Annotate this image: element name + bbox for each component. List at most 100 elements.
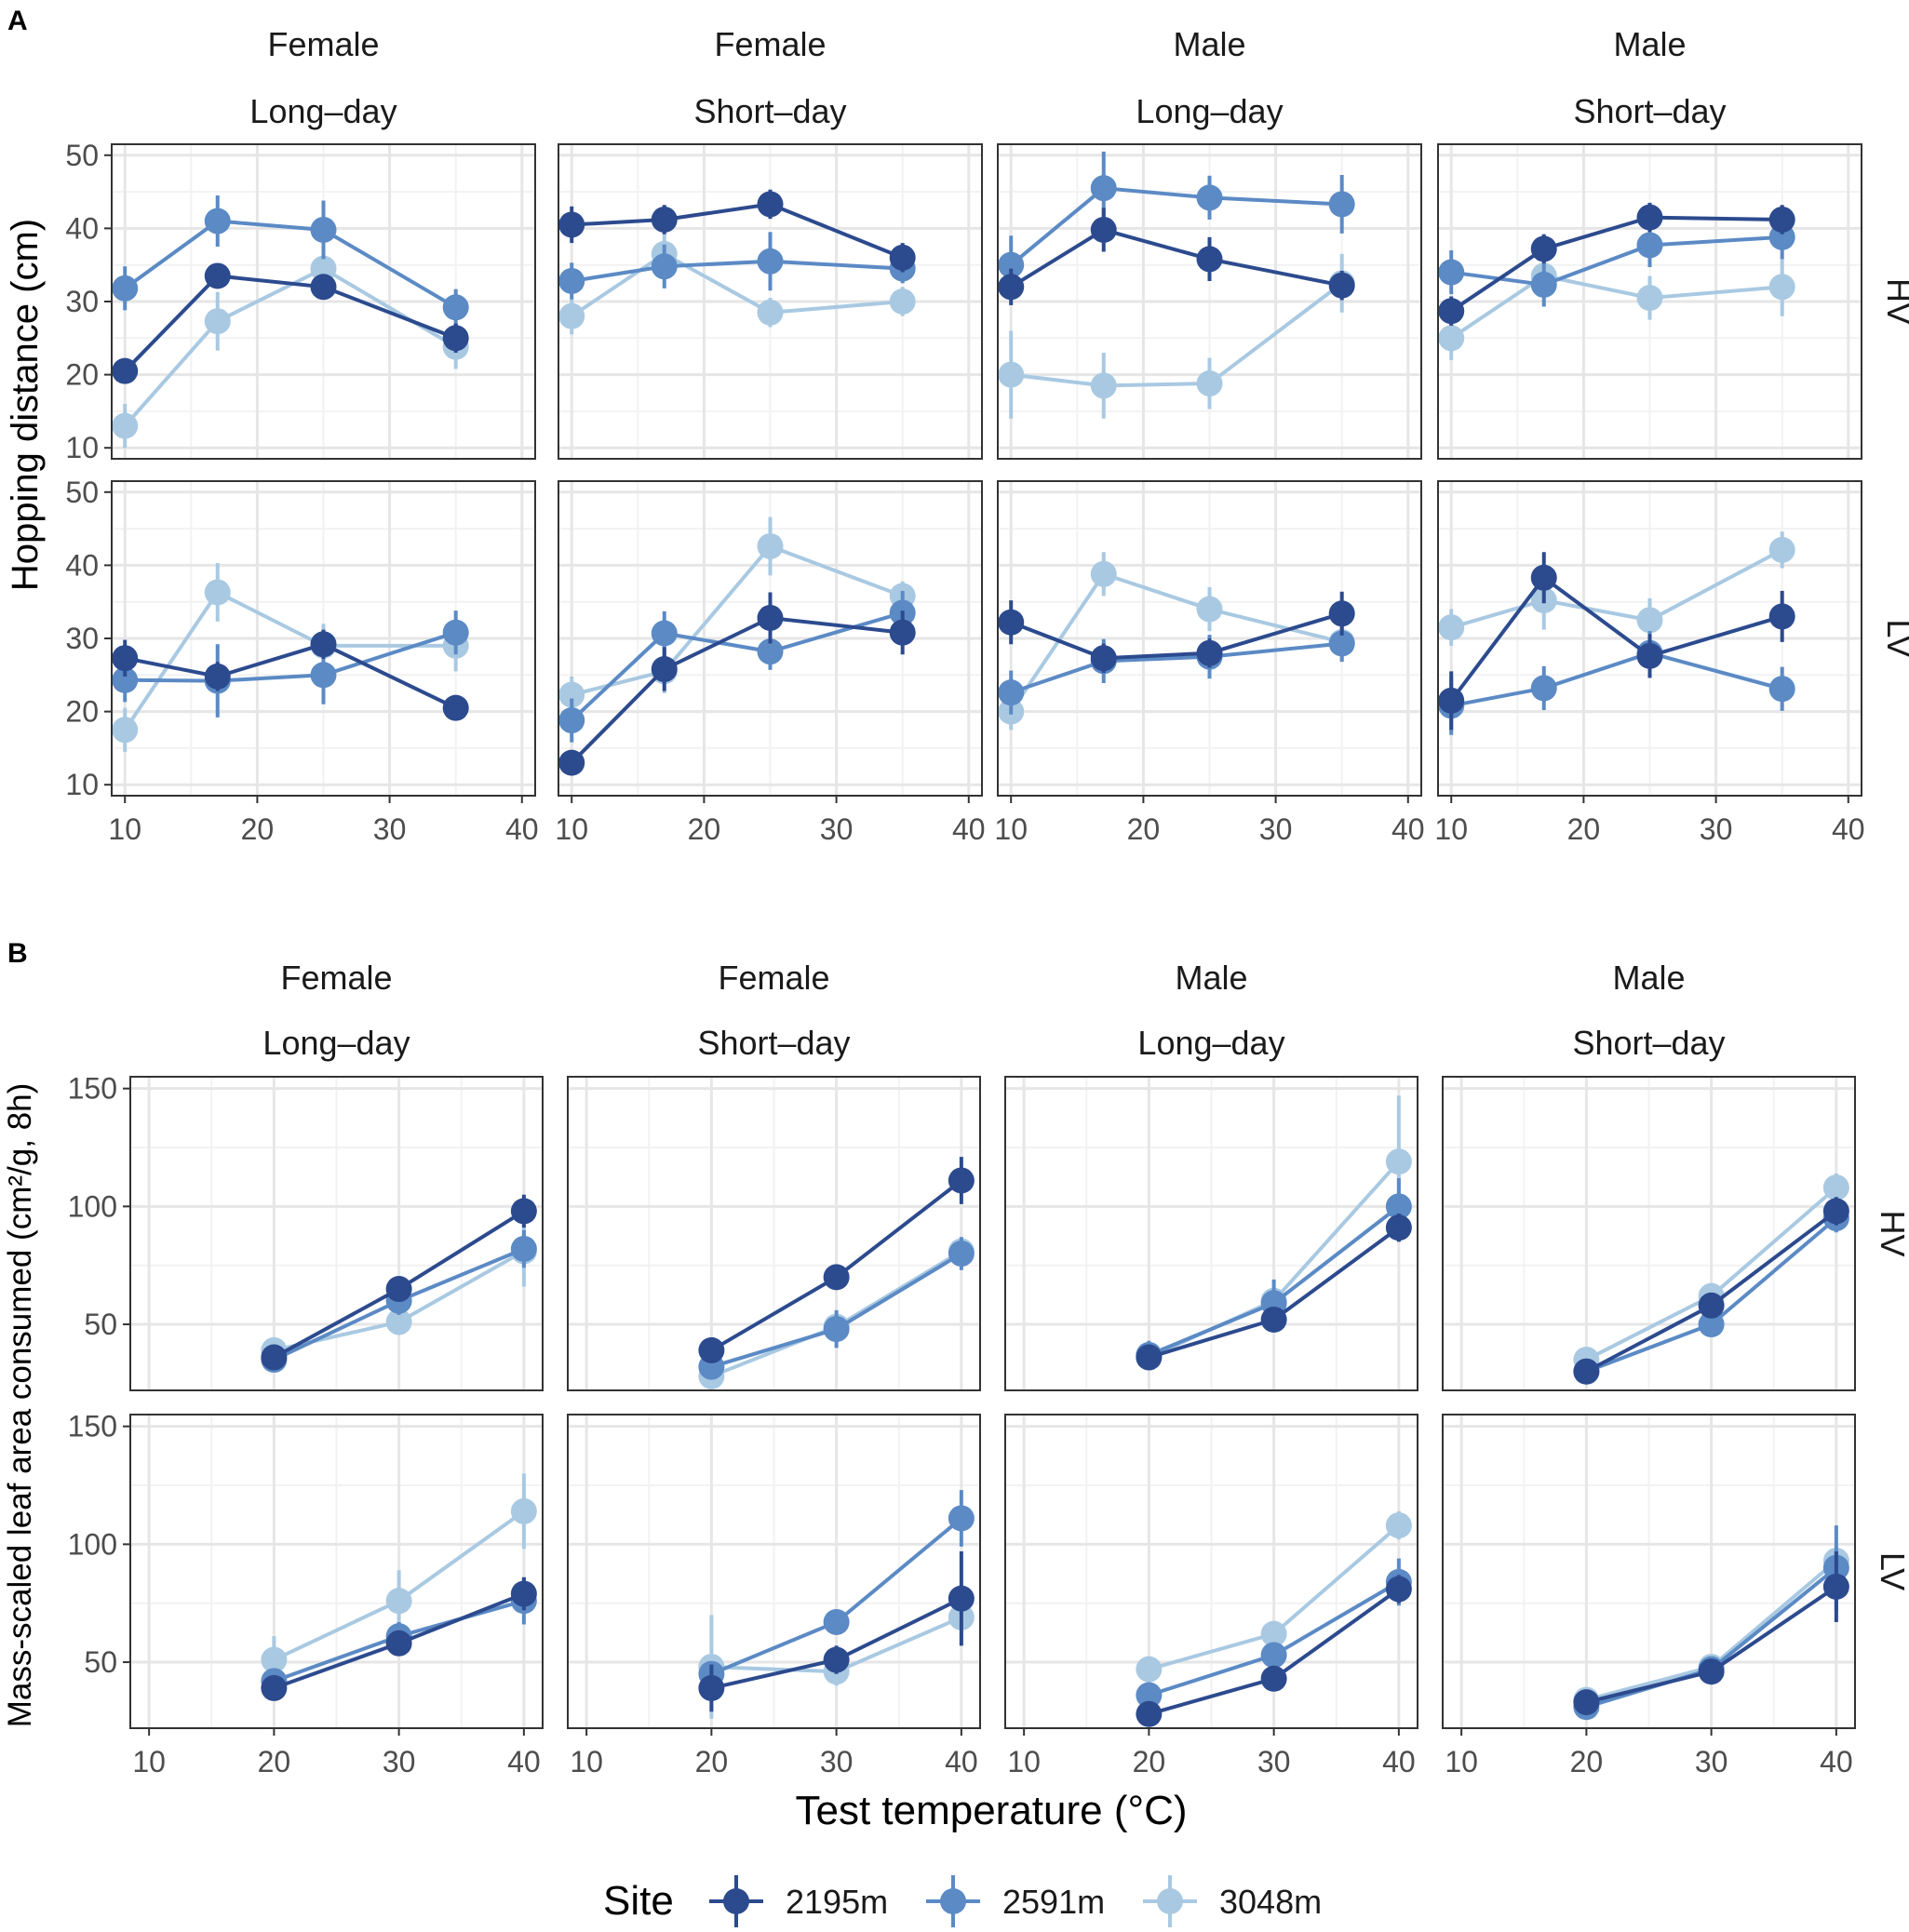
data-point-3048m: [757, 532, 784, 559]
strip-row-label: LV: [1874, 1552, 1909, 1590]
facet-panel: 10 20 30 40: [555, 480, 986, 846]
legend: Site 2195m 2591m 3048m: [603, 1875, 1322, 1927]
data-point-3048m: [1090, 560, 1117, 587]
data-point-3048m: [204, 308, 231, 335]
data-point-2195m: [1822, 1573, 1849, 1600]
data-point-3048m: [1636, 607, 1663, 634]
panel-border: [129, 1414, 544, 1729]
series-line-2195m: [1449, 574, 1783, 703]
data-point-2195m: [1768, 206, 1795, 233]
strip-sex-label: Female: [267, 25, 379, 63]
x-tick-label: 20: [241, 812, 275, 846]
strip-row-label: HV: [1880, 278, 1909, 325]
data-point-2591m: [1385, 1193, 1412, 1220]
x-tick-label: 30: [373, 812, 407, 846]
data-point-3048m: [385, 1588, 412, 1615]
figure-a: A Hopping distance (cm) Female Long–day 10…: [5, 6, 1909, 846]
data-point-2195m: [651, 656, 678, 683]
data-point-2195m: [1636, 204, 1663, 231]
x-tick-label: 20: [688, 812, 721, 846]
data-point-2195m: [510, 1580, 537, 1607]
data-point-2591m: [948, 1505, 975, 1532]
y-tick-label: 30: [65, 622, 99, 655]
x-tick-label: 10: [1007, 1745, 1041, 1778]
y-tick-label: 50: [84, 1645, 117, 1679]
data-point-2195m: [1530, 564, 1557, 591]
x-tick-label: 30: [820, 1745, 854, 1778]
data-point-2195m: [1136, 1344, 1163, 1371]
data-point-2195m: [1090, 216, 1117, 243]
data-point-2591m: [1530, 675, 1557, 702]
x-tick-label: 10: [1434, 812, 1468, 846]
facet-panel: 10 20 30 40 50: [65, 139, 536, 464]
data-point-2591m: [1438, 259, 1465, 286]
data-point-2195m: [310, 274, 337, 301]
data-point-2195m: [1260, 1306, 1287, 1333]
data-point-2591m: [1530, 271, 1557, 298]
legend-label-2195m: 2195m: [786, 1883, 888, 1921]
x-tick-label: 30: [1257, 1745, 1291, 1778]
facet-grid-a: Female Long–day 10 20 30 40 50 10 20 30 40 50 10 20 30…: [65, 25, 1909, 846]
data-point-3048m: [112, 717, 139, 744]
data-point-2591m: [1768, 676, 1795, 703]
data-point-3048m: [558, 302, 585, 329]
facet-panel: 50 100 150 10 20 30 40: [68, 1410, 544, 1778]
x-tick-label: 10: [555, 812, 588, 846]
x-tick-label: 10: [132, 1745, 166, 1778]
data-point-3048m: [1385, 1148, 1412, 1175]
data-point-2591m: [310, 216, 337, 243]
y-tick-label: 50: [84, 1308, 117, 1341]
x-axis-title: Test temperature (°C): [795, 1788, 1187, 1833]
data-point-2195m: [1822, 1198, 1849, 1225]
data-point-2195m: [204, 262, 231, 289]
x-tick-label: 30: [1259, 812, 1293, 846]
x-tick-label: 20: [1133, 1745, 1166, 1778]
legend-point-2591m: [940, 1888, 966, 1914]
x-tick-label: 40: [1820, 1745, 1853, 1778]
x-tick-label: 30: [1695, 1745, 1728, 1778]
data-point-2195m: [757, 191, 784, 218]
y-tick-label: 40: [65, 548, 99, 582]
data-point-2195m: [558, 749, 585, 776]
data-point-2591m: [204, 208, 231, 235]
data-point-2195m: [948, 1167, 975, 1194]
x-tick-label: 30: [383, 1745, 416, 1778]
data-point-3048m: [1822, 1174, 1849, 1201]
data-point-2195m: [310, 631, 337, 658]
legend-point-3048m: [1157, 1888, 1183, 1914]
data-point-2195m: [1260, 1665, 1287, 1692]
data-point-3048m: [510, 1497, 537, 1524]
strip-photoperiod-label: Short–day: [1572, 1024, 1725, 1062]
y-tick-label: 10: [65, 768, 99, 801]
panel-border: [1004, 1076, 1418, 1391]
strip-sex-label: Female: [718, 959, 829, 997]
y-axis-title-b: Mass-scaled leaf area consumed (cm²/g, 8…: [2, 1083, 38, 1728]
panel-border: [1437, 143, 1862, 460]
data-point-3048m: [310, 255, 337, 282]
data-point-2195m: [948, 1585, 975, 1612]
data-point-3048m: [889, 288, 916, 315]
data-point-2195m: [558, 211, 585, 238]
data-point-2195m: [1573, 1689, 1600, 1716]
data-point-2195m: [998, 609, 1025, 636]
legend-label-3048m: 3048m: [1219, 1883, 1322, 1921]
data-point-3048m: [558, 681, 585, 708]
x-tick-label: 20: [1127, 812, 1161, 846]
data-point-3048m: [1438, 325, 1465, 352]
facet-panel: LV 10 20 30 40: [1434, 480, 1909, 846]
data-point-2591m: [1090, 175, 1117, 202]
facet-panel: [567, 1076, 981, 1391]
panel-border: [558, 143, 983, 460]
data-point-2591m: [998, 251, 1025, 278]
data-point-2591m: [558, 267, 585, 294]
panel-border: [1437, 480, 1862, 797]
y-tick-label: 50: [65, 139, 99, 172]
data-point-2591m: [1196, 184, 1223, 211]
data-point-2195m: [651, 206, 678, 233]
strip-sex-label: Male: [1173, 25, 1245, 63]
x-tick-label: 40: [505, 812, 539, 846]
data-point-2195m: [1573, 1358, 1600, 1385]
data-point-2591m: [998, 679, 1025, 706]
data-point-2195m: [261, 1344, 288, 1371]
